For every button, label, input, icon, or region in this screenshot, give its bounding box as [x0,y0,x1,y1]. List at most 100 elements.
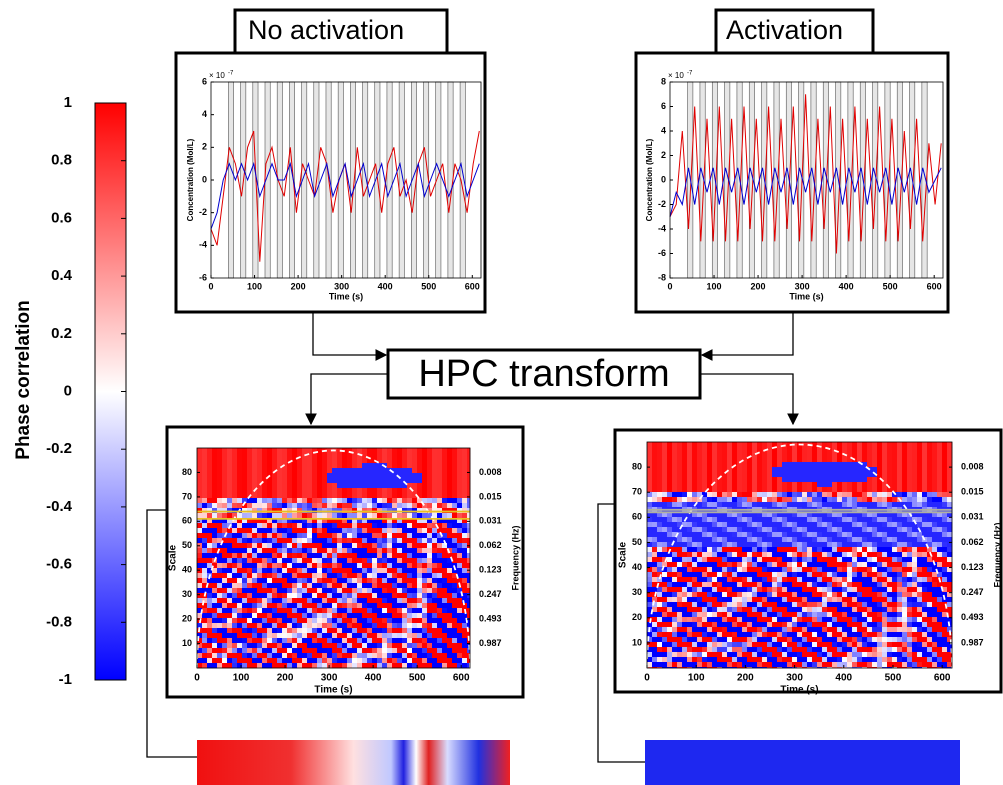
heatmap-cell [447,608,453,614]
heatmap-cell [877,532,883,538]
heatmap-cell [227,593,233,599]
heatmap-cell [657,452,663,458]
heatmap-cell [427,638,433,644]
heatmap-cell [852,537,858,543]
heatmap-cell [722,632,728,638]
heatmap-cell [407,608,413,614]
heatmap-cell [332,648,338,654]
heatmap-cell [677,472,683,478]
heatmap-cell [457,598,463,604]
heatmap-cell [432,513,438,519]
heatmap-cell [202,613,208,619]
heatmap-cell [912,447,918,453]
heatmap-cell [212,528,218,534]
heatmap-cell [402,593,408,599]
heatmap-cell [432,583,438,589]
heatmap-cell [687,457,693,463]
heatmap-cell [257,498,263,504]
heatmap-cell [357,508,363,514]
heatmap-cell [327,458,333,464]
heatmap-cell [467,478,471,484]
heatmap-cell [777,627,783,633]
heatmap-cell [312,563,318,569]
heatmap-cell [657,607,663,613]
heatmap-cell [372,633,378,639]
heatmap-cell [657,472,663,478]
heatmap-cell [382,523,388,529]
heatmap-cell [937,547,943,553]
heatmap-cell [352,558,358,564]
heatmap-cell [297,633,303,639]
heatmap-cell [667,597,673,603]
heatmap-cell [917,607,923,613]
heatmap-cell [932,537,938,543]
heatmap-cell [857,537,863,543]
heatmap-cell [212,453,218,459]
heatmap-cell [757,447,763,453]
heatmap-cell [682,572,688,578]
heatmap-cell [247,618,253,624]
heatmap-cell [467,458,471,464]
heatmap-cell [407,508,413,514]
heatmap-cell [437,488,443,494]
heatmap-cell [857,587,863,593]
heatmap-cell [902,442,908,448]
heatmap-cell [737,602,743,608]
heatmap-cell [917,512,923,518]
heatmap-cell [377,578,383,584]
heatmap-cell [202,473,208,479]
heatmap-cell [392,593,398,599]
heatmap-cell [362,473,368,479]
heatmap-cell [277,653,283,659]
heatmap-cell [902,462,908,468]
heatmap-cell [302,533,308,539]
heatmap-cell [222,528,228,534]
heatmap-cell [757,537,763,543]
heatmap-cell [727,542,733,548]
heatmap-cell [867,522,873,528]
heatmap-cell [232,643,238,649]
heatmap-cell [367,658,373,664]
heatmap-cell [432,553,438,559]
heatmap-cell [202,503,208,509]
heatmap-cell [317,448,323,454]
heatmap-cell [667,612,673,618]
heatmap-cell [222,598,228,604]
heatmap-cell [892,517,898,523]
heatmap-cell [217,453,223,459]
heatmap-cell [682,622,688,628]
heatmap-cell [832,482,838,488]
heatmap-cell [257,568,263,574]
heatmap-cell [672,522,678,528]
heatmap-cell [437,493,443,499]
heatmap-cell [322,503,328,509]
heatmap-cell [297,593,303,599]
heatmap-cell [207,463,213,469]
heatmap-cell [772,612,778,618]
heatmap-cell [277,633,283,639]
heatmap-cell [362,558,368,564]
heatmap-cell [317,608,323,614]
heatmap-cell [367,608,373,614]
heatmap-cell [727,517,733,523]
heatmap-cell [897,547,903,553]
heatmap-cell [762,582,768,588]
heatmap-cell [737,502,743,508]
heatmap-cell [747,447,753,453]
heatmap-cell [272,603,278,609]
heatmap-cell [832,472,838,478]
y-tick-label: -4 [199,240,207,250]
heatmap-cell [402,503,408,509]
heatmap-cell [717,477,723,483]
heatmap-cell [937,442,943,448]
heatmap-cell [262,463,268,469]
heatmap-cell [312,468,318,474]
heatmap-cell [772,622,778,628]
heatmap-cell [897,627,903,633]
heatmap-cell [272,553,278,559]
heatmap-cell [797,602,803,608]
heatmap-cell [437,628,443,634]
heatmap-cell [382,593,388,599]
heatmap-cell [207,553,213,559]
heatmap-cell [327,518,333,524]
